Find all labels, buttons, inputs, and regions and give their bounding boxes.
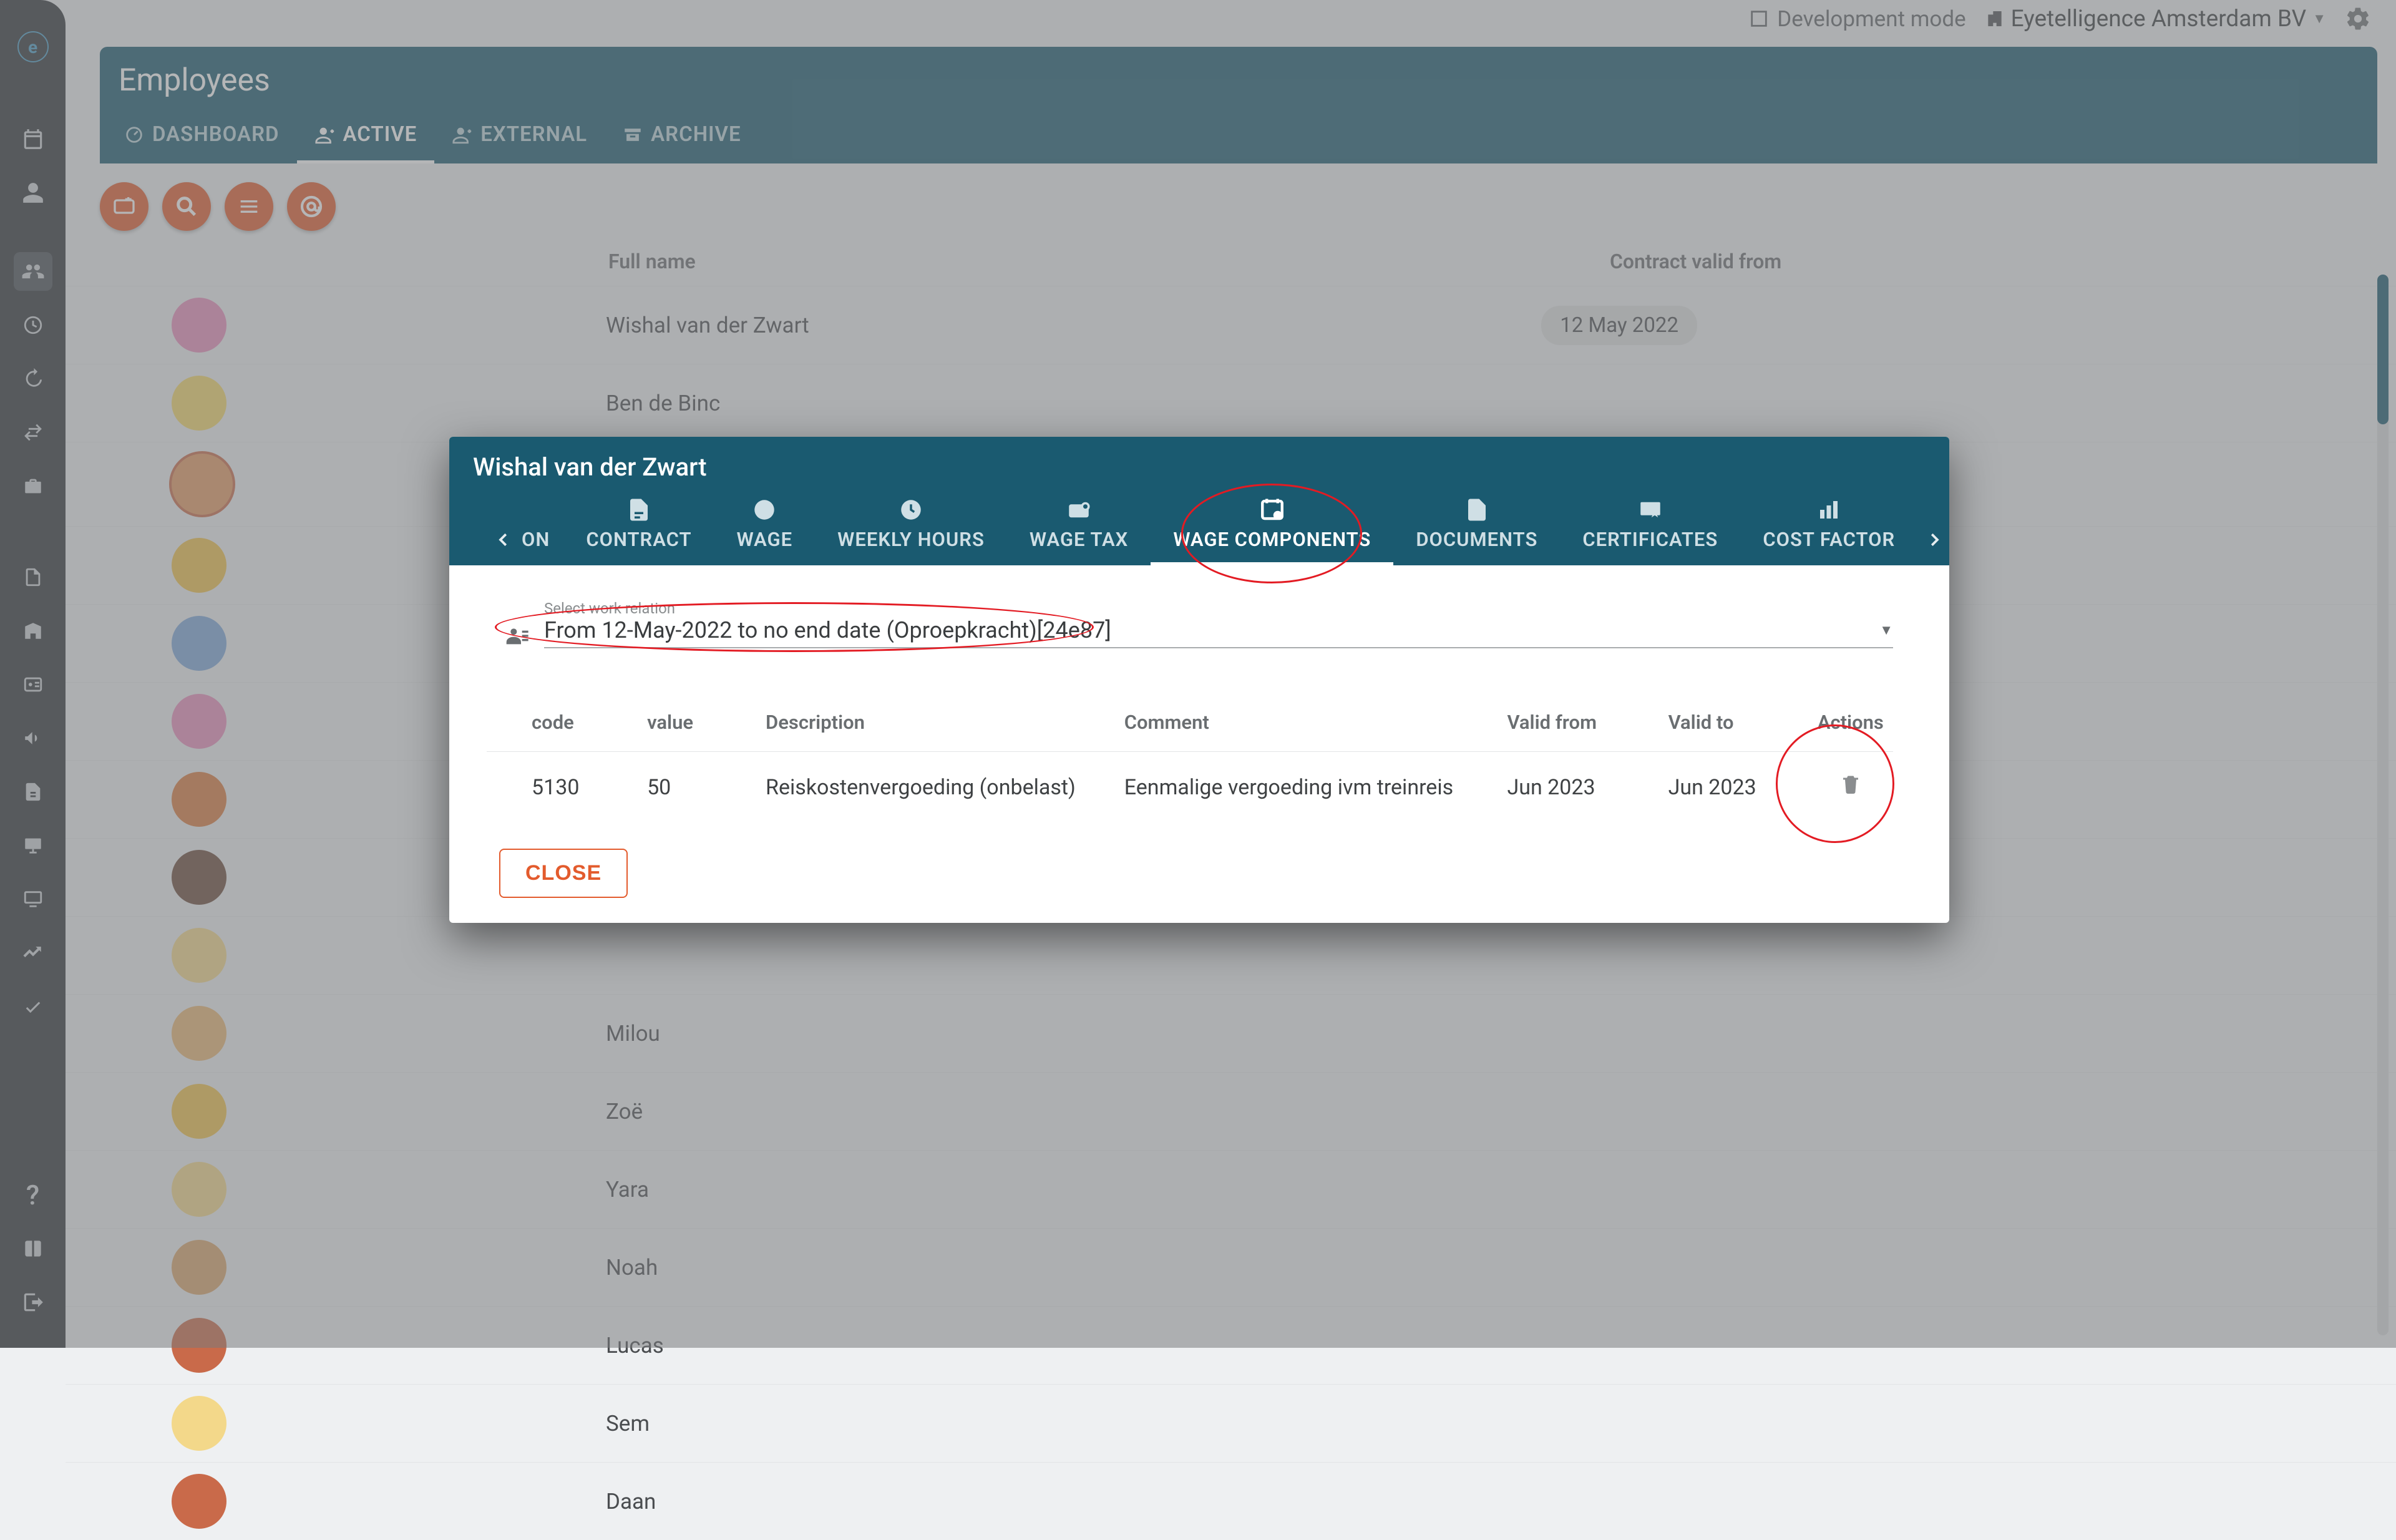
th-comment: Comment	[1124, 711, 1507, 734]
avatar	[172, 1474, 226, 1529]
work-relation-select[interactable]: Select work relation From 12-May-2022 to…	[544, 600, 1893, 648]
th-valid-to: Valid to	[1668, 711, 1808, 734]
cell-valid-to: Jun 2023	[1668, 775, 1808, 800]
select-label: Select work relation	[544, 600, 1893, 617]
components-table-head: code value Description Comment Valid fro…	[487, 692, 1893, 752]
work-relation-select-row: Select work relation From 12-May-2022 to…	[505, 600, 1893, 648]
th-desc: Description	[766, 711, 1124, 734]
select-value: From 12-May-2022 to no end date (Oproepk…	[544, 617, 1111, 643]
cell-desc: Reiskostenvergoeding (onbelast)	[766, 775, 1124, 800]
employee-row[interactable]: Sem	[66, 1384, 2396, 1462]
modal-tabs: ON CONTRACT WAGE WEEKLY HOURS WAGE TAX W…	[449, 490, 1949, 565]
th-value: value	[647, 711, 766, 734]
components-table-row: 5130 50 Reiskostenvergoeding (onbelast) …	[487, 752, 1893, 822]
modal-tabs-prev[interactable]	[487, 514, 520, 565]
modal-tab-wage[interactable]: WAGE	[714, 490, 816, 565]
modal-tab-wage-tax[interactable]: WAGE TAX	[1007, 490, 1151, 565]
employee-modal: Wishal van der Zwart ON CONTRACT WAGE WE…	[449, 437, 1949, 923]
close-button[interactable]: CLOSE	[499, 849, 628, 898]
person-list-icon	[505, 623, 530, 648]
modal-tab-certificates[interactable]: CERTIFICATES	[1560, 490, 1740, 565]
modal-tab-wage-components[interactable]: WAGE COMPONENTS	[1151, 490, 1393, 565]
employee-name: Sem	[250, 1411, 2359, 1436]
chevron-down-icon: ▼	[1879, 622, 1893, 638]
modal-header: Wishal van der Zwart ON CONTRACT WAGE WE…	[449, 437, 1949, 565]
modal-tab-cost-factor[interactable]: COST FACTOR	[1740, 490, 1917, 565]
modal-tab-weekly-hours[interactable]: WEEKLY HOURS	[815, 490, 1007, 565]
cell-valid-from: Jun 2023	[1507, 775, 1668, 800]
delete-row-icon[interactable]	[1839, 773, 1862, 796]
modal-body: Select work relation From 12-May-2022 to…	[449, 565, 1949, 923]
modal-tab-partial[interactable]: ON	[520, 490, 563, 565]
modal-person-name: Wishal van der Zwart	[449, 437, 1949, 490]
cell-value: 50	[647, 775, 766, 800]
modal-tab-documents[interactable]: DOCUMENTS	[1393, 490, 1560, 565]
modal-tab-contract[interactable]: CONTRACT	[563, 490, 714, 565]
employee-row[interactable]: Daan	[66, 1462, 2396, 1540]
employee-name: Daan	[250, 1489, 2359, 1514]
th-code: code	[532, 711, 647, 734]
th-valid-from: Valid from	[1507, 711, 1668, 734]
cell-code: 5130	[532, 775, 647, 800]
th-actions: Actions	[1808, 711, 1893, 734]
modal-tabs-next[interactable]	[1917, 514, 1951, 565]
avatar	[172, 1396, 226, 1451]
cell-comment: Eenmalige vergoeding ivm treinreis	[1124, 775, 1507, 800]
